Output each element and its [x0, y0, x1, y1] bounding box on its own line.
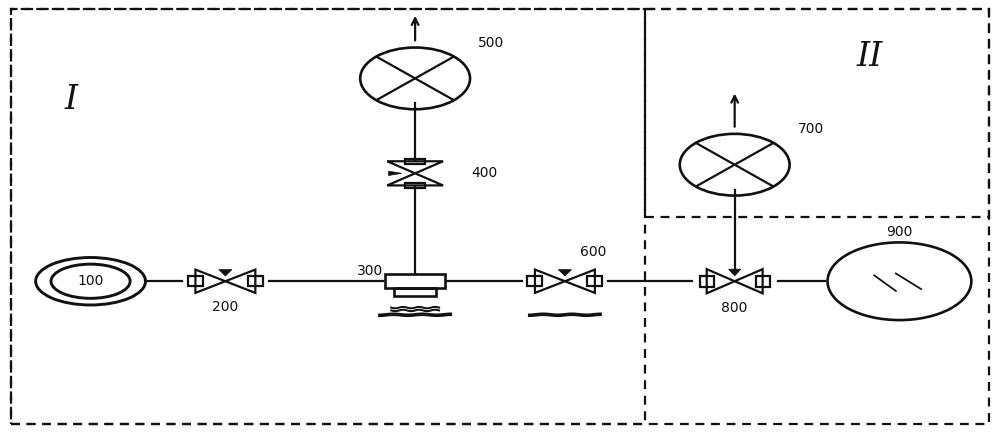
- Text: 800: 800: [721, 301, 748, 315]
- Text: 300: 300: [357, 264, 383, 278]
- Bar: [405, 159, 425, 164]
- Polygon shape: [219, 270, 232, 276]
- Text: I: I: [64, 84, 77, 116]
- Bar: [527, 276, 542, 287]
- Bar: [188, 276, 203, 287]
- Polygon shape: [729, 269, 741, 276]
- Polygon shape: [195, 270, 225, 293]
- Text: 600: 600: [580, 245, 606, 259]
- Bar: [248, 276, 263, 287]
- Bar: [394, 288, 436, 296]
- Polygon shape: [387, 161, 443, 173]
- Polygon shape: [387, 173, 443, 185]
- Bar: [700, 276, 714, 287]
- Text: 100: 100: [77, 274, 104, 288]
- Polygon shape: [225, 270, 255, 293]
- Text: 200: 200: [212, 300, 239, 314]
- Polygon shape: [535, 270, 565, 293]
- Text: 400: 400: [471, 166, 497, 180]
- Bar: [405, 183, 425, 188]
- Polygon shape: [735, 269, 763, 293]
- Polygon shape: [558, 270, 572, 276]
- Bar: [11, 10, 645, 423]
- Bar: [385, 274, 445, 288]
- Text: II: II: [856, 41, 883, 73]
- Bar: [645, 10, 989, 216]
- Text: 500: 500: [478, 36, 505, 50]
- Polygon shape: [389, 171, 402, 175]
- Polygon shape: [707, 269, 735, 293]
- Bar: [756, 276, 770, 287]
- Text: 900: 900: [886, 225, 913, 239]
- Polygon shape: [565, 270, 595, 293]
- Bar: [587, 276, 602, 287]
- Text: 700: 700: [798, 122, 824, 136]
